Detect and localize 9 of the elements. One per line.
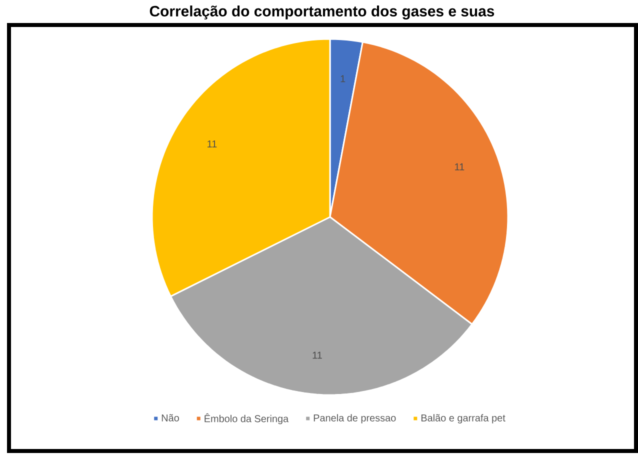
data-label: 11 [455, 163, 464, 170]
data-label: 11 [312, 352, 322, 359]
legend-label: Não [162, 414, 179, 422]
chart-title: Correlação do comportamento dos gases e suas [150, 6, 494, 20]
legend-label: Êmbolo da Seringa [204, 413, 289, 424]
legend-label: Panela de pressao [314, 414, 396, 424]
data-label: 11 [208, 140, 217, 148]
data-label: 1 [340, 75, 346, 82]
legend-label: Balão e garrafa pet [421, 414, 506, 424]
